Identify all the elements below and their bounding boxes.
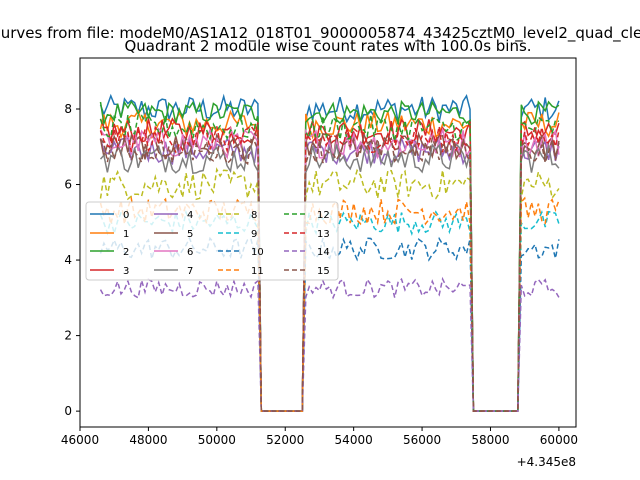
legend-label-2: 2 [123, 247, 129, 258]
legend-label-13: 13 [317, 229, 330, 240]
x-tick-label: 48000 [129, 433, 167, 447]
series-line-14 [99, 276, 560, 412]
legend-label-11: 11 [251, 266, 264, 277]
legend-label-7: 7 [187, 266, 193, 277]
y-tick-label: 4 [64, 253, 72, 267]
x-tick-label: 46000 [61, 433, 99, 447]
legend-label-3: 3 [123, 266, 129, 277]
figure-suptitle: Light curves from file: modeM0/AS1A12_01… [0, 24, 640, 43]
legend-label-0: 0 [123, 210, 129, 221]
series-line-15 [99, 135, 560, 412]
legend-label-8: 8 [251, 210, 257, 221]
legend-label-14: 14 [317, 247, 330, 258]
x-offset-label: +4.345e8 [517, 455, 576, 469]
chart-title: Quadrant 2 module wise count rates with … [124, 37, 531, 55]
y-tick-label: 2 [64, 329, 72, 343]
plot-frame [79, 57, 577, 428]
y-axis: 0 2 4 6 8 [64, 102, 80, 418]
legend-label-4: 4 [187, 210, 193, 221]
x-axis: 46000 48000 50000 52000 54000 56000 58000 60000 [61, 427, 578, 447]
legend-label-10: 10 [251, 247, 264, 258]
x-tick-label: 52000 [266, 433, 304, 447]
x-tick-label: 60000 [540, 433, 578, 447]
legend-label-12: 12 [317, 210, 330, 221]
legend-label-6: 6 [187, 247, 193, 258]
legend-label-15: 15 [317, 266, 330, 277]
y-tick-label: 0 [64, 404, 72, 418]
legend-label-9: 9 [251, 229, 257, 240]
legend-label-5: 5 [187, 229, 193, 240]
x-tick-label: 58000 [471, 433, 509, 447]
x-tick-label: 54000 [335, 433, 373, 447]
x-tick-label: 50000 [198, 433, 236, 447]
legend-box [85, 201, 339, 281]
y-tick-label: 8 [64, 102, 72, 116]
x-tick-label: 56000 [403, 433, 441, 447]
y-tick-label: 6 [64, 178, 72, 192]
legend-label-1: 1 [123, 229, 129, 240]
